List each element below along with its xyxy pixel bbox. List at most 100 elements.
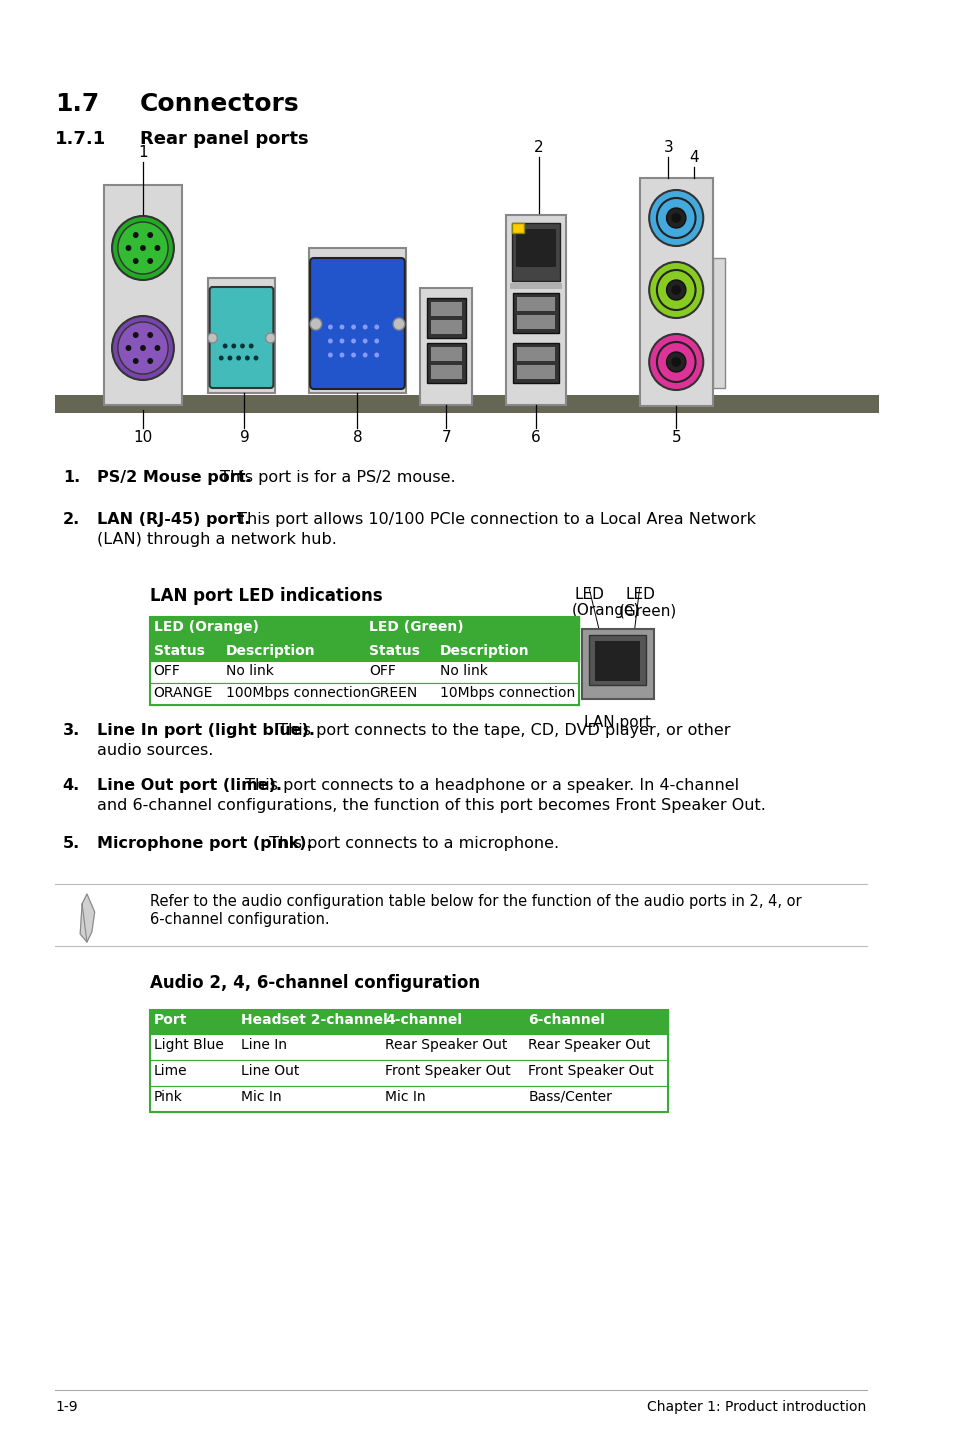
Text: This port connects to the tape, CD, DVD player, or other: This port connects to the tape, CD, DVD … <box>274 723 730 737</box>
Text: 1.7.1: 1.7.1 <box>55 130 106 147</box>
Bar <box>639 178 712 407</box>
Text: Line In port (light blue).: Line In port (light blue). <box>96 723 314 737</box>
Bar <box>309 248 405 392</box>
Circle shape <box>328 352 333 358</box>
Circle shape <box>339 325 344 329</box>
Text: 2: 2 <box>534 140 543 155</box>
Circle shape <box>222 344 227 348</box>
Text: 1.: 1. <box>63 470 80 485</box>
Text: 1: 1 <box>138 145 148 160</box>
Bar <box>150 617 578 705</box>
Circle shape <box>227 355 233 361</box>
Circle shape <box>351 352 355 358</box>
Bar <box>208 278 275 392</box>
Text: Line Out: Line Out <box>240 1064 298 1078</box>
Circle shape <box>126 345 132 351</box>
Text: Description: Description <box>439 644 529 657</box>
Circle shape <box>362 338 367 344</box>
Text: LAN port LED indications: LAN port LED indications <box>150 587 382 604</box>
Circle shape <box>112 216 173 281</box>
Circle shape <box>362 352 367 358</box>
Bar <box>427 298 465 338</box>
Text: Mic In: Mic In <box>385 1090 426 1104</box>
Bar <box>150 617 578 642</box>
Bar <box>513 344 558 382</box>
Text: 6: 6 <box>531 430 540 445</box>
Bar <box>431 347 461 361</box>
Circle shape <box>132 258 138 263</box>
Text: Status: Status <box>369 644 419 657</box>
Bar <box>419 288 472 405</box>
Circle shape <box>154 245 160 251</box>
Text: LED: LED <box>575 587 604 601</box>
Circle shape <box>328 325 333 329</box>
Text: LED (Green): LED (Green) <box>369 620 463 634</box>
Circle shape <box>374 352 378 358</box>
Circle shape <box>648 190 702 246</box>
Bar <box>431 365 461 379</box>
Circle shape <box>265 334 275 344</box>
Bar <box>712 258 723 388</box>
FancyBboxPatch shape <box>310 258 404 390</box>
Circle shape <box>112 316 173 379</box>
Circle shape <box>648 334 702 390</box>
Bar <box>150 1060 667 1085</box>
Text: Chapter 1: Product introduction: Chapter 1: Product introduction <box>646 1400 865 1413</box>
Text: Port: Port <box>153 1012 187 1027</box>
Circle shape <box>666 281 685 299</box>
Circle shape <box>671 357 680 367</box>
Circle shape <box>374 325 378 329</box>
Circle shape <box>374 338 378 344</box>
Text: 1.7: 1.7 <box>55 92 99 116</box>
Bar <box>150 1034 667 1060</box>
Bar <box>517 296 555 311</box>
Text: 3: 3 <box>663 140 673 155</box>
Text: Rear panel ports: Rear panel ports <box>140 130 309 147</box>
Circle shape <box>339 338 344 344</box>
Circle shape <box>126 245 132 251</box>
Text: Rear Speaker Out: Rear Speaker Out <box>385 1038 507 1053</box>
Text: 5.: 5. <box>63 836 80 851</box>
Circle shape <box>118 222 168 274</box>
Circle shape <box>132 358 138 364</box>
Bar <box>510 284 561 289</box>
Circle shape <box>671 285 680 295</box>
Bar <box>150 642 578 662</box>
Text: 9: 9 <box>239 430 249 445</box>
Text: Description: Description <box>226 644 315 657</box>
Text: 10Mbps connection: 10Mbps connection <box>439 686 575 700</box>
Bar <box>517 347 555 361</box>
Text: 8: 8 <box>353 430 362 445</box>
Text: This port connects to a microphone.: This port connects to a microphone. <box>263 836 558 851</box>
Bar <box>589 634 645 684</box>
Text: audio sources.: audio sources. <box>96 743 213 758</box>
Bar <box>516 229 556 266</box>
Circle shape <box>671 213 680 223</box>
Text: 7: 7 <box>441 430 451 445</box>
Text: Status: Status <box>153 644 204 657</box>
Circle shape <box>236 355 241 361</box>
Text: Audio 2, 4, 6-channel configuration: Audio 2, 4, 6-channel configuration <box>150 974 479 992</box>
Text: (LAN) through a network hub.: (LAN) through a network hub. <box>96 533 336 547</box>
Circle shape <box>147 232 152 238</box>
Text: Microphone port (pink).: Microphone port (pink). <box>96 836 312 851</box>
Circle shape <box>393 318 404 329</box>
Circle shape <box>245 355 250 361</box>
Circle shape <box>118 322 168 374</box>
Text: (Orange): (Orange) <box>571 603 639 619</box>
Text: Pink: Pink <box>153 1090 182 1104</box>
Circle shape <box>666 208 685 228</box>
Text: 6-channel configuration.: 6-channel configuration. <box>150 912 329 927</box>
Bar <box>513 294 558 334</box>
Text: This port connects to a headphone or a speaker. In 4-channel: This port connects to a headphone or a s… <box>239 778 738 793</box>
Text: Connectors: Connectors <box>140 92 299 116</box>
Text: 1-9: 1-9 <box>55 1400 77 1413</box>
Text: Front Speaker Out: Front Speaker Out <box>385 1064 511 1078</box>
Circle shape <box>351 325 355 329</box>
Circle shape <box>328 338 333 344</box>
Text: 4-channel: 4-channel <box>385 1012 462 1027</box>
Text: GREEN: GREEN <box>369 686 416 700</box>
Text: Refer to the audio configuration table below for the function of the audio ports: Refer to the audio configuration table b… <box>150 894 801 909</box>
Circle shape <box>310 318 321 329</box>
Circle shape <box>249 344 253 348</box>
